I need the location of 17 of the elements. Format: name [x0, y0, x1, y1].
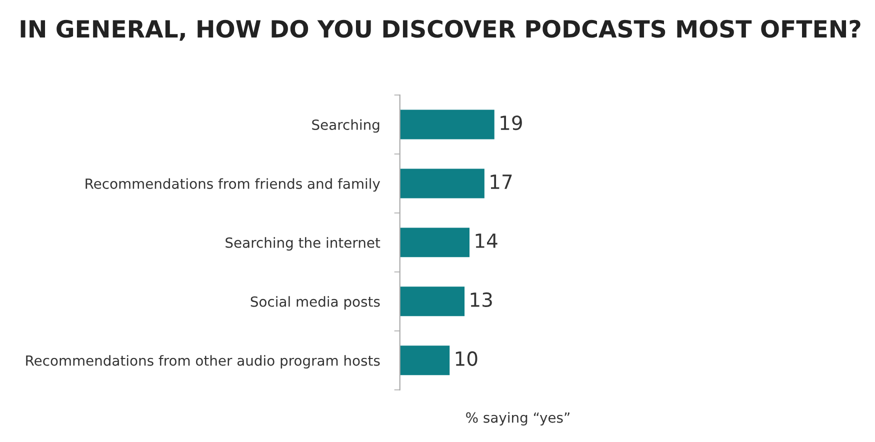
- x-axis-title: % saying “yes”: [466, 412, 570, 426]
- data-label: 10: [456, 351, 478, 366]
- y-tick-label: Social media posts: [250, 296, 380, 310]
- data-label: 14: [476, 234, 498, 248]
- data-label: 17: [490, 174, 512, 189]
- y-tick-label: Searching the internet: [226, 237, 380, 251]
- chart-title: IN GENERAL, HOW DO YOU DISCOVER PODCASTS MOST OFTEN?: [20, 20, 860, 41]
- bar: [400, 286, 465, 316]
- y-tick-label: Recommendations from friends and family: [86, 178, 380, 192]
- bar: [400, 110, 494, 140]
- bar: [400, 168, 484, 198]
- bar: [400, 228, 470, 258]
- y-tick-label: Searching: [312, 119, 380, 133]
- data-label: 19: [500, 115, 522, 130]
- y-tick-label: Recommendations from other audio program hosts: [26, 355, 380, 369]
- bar: [400, 346, 450, 376]
- data-label: 13: [470, 292, 492, 308]
